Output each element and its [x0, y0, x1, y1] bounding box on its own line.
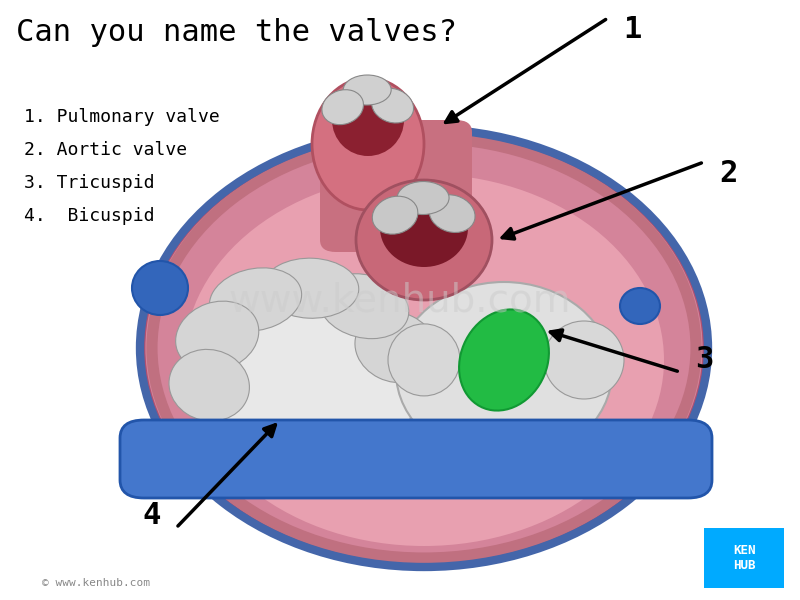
- Text: 1. Pulmonary valve: 1. Pulmonary valve: [24, 108, 220, 126]
- Text: 3: 3: [695, 346, 713, 374]
- Ellipse shape: [459, 310, 549, 410]
- Text: 1: 1: [623, 16, 641, 44]
- Text: KEN
HUB: KEN HUB: [733, 544, 755, 572]
- Ellipse shape: [184, 174, 664, 546]
- Ellipse shape: [176, 301, 258, 371]
- FancyBboxPatch shape: [120, 420, 712, 498]
- Ellipse shape: [184, 270, 424, 474]
- Ellipse shape: [356, 180, 492, 300]
- Ellipse shape: [397, 182, 449, 215]
- Text: 4: 4: [143, 502, 161, 530]
- Ellipse shape: [396, 282, 612, 462]
- Ellipse shape: [620, 288, 660, 324]
- Ellipse shape: [210, 268, 302, 331]
- Ellipse shape: [371, 88, 414, 123]
- FancyBboxPatch shape: [320, 120, 472, 252]
- Ellipse shape: [322, 89, 363, 125]
- Ellipse shape: [380, 189, 468, 267]
- Ellipse shape: [372, 196, 418, 234]
- Ellipse shape: [132, 261, 188, 315]
- Ellipse shape: [388, 324, 460, 396]
- Ellipse shape: [355, 311, 437, 383]
- Ellipse shape: [263, 258, 358, 318]
- Ellipse shape: [429, 195, 475, 232]
- Ellipse shape: [332, 84, 404, 156]
- Text: 2. Aortic valve: 2. Aortic valve: [24, 141, 187, 159]
- Text: 4.  Bicuspid: 4. Bicuspid: [24, 207, 154, 225]
- Text: 3. Tricuspid: 3. Tricuspid: [24, 174, 154, 192]
- Ellipse shape: [144, 132, 704, 564]
- Ellipse shape: [544, 321, 624, 399]
- FancyBboxPatch shape: [704, 528, 784, 588]
- Text: 2: 2: [719, 160, 737, 188]
- Text: © www.kenhub.com: © www.kenhub.com: [42, 578, 150, 588]
- Ellipse shape: [312, 78, 424, 210]
- Ellipse shape: [318, 274, 409, 338]
- Text: Can you name the valves?: Can you name the valves?: [16, 18, 457, 47]
- Ellipse shape: [169, 349, 250, 421]
- Text: www.kenhub.com: www.kenhub.com: [229, 281, 571, 319]
- Ellipse shape: [343, 75, 391, 105]
